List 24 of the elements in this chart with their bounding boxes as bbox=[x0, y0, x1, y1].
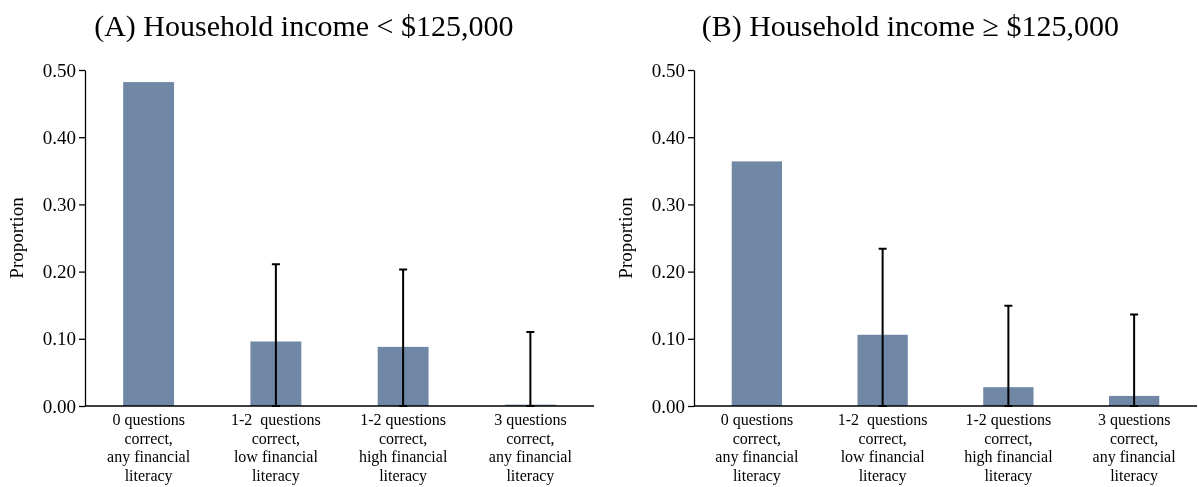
x-tick-label: 1-2 questions correct, high financial literacy bbox=[358, 411, 448, 485]
y-axis-title: Proportion bbox=[6, 196, 27, 279]
y-tick-label: 0.50 bbox=[42, 59, 76, 81]
y-tick-label: 0.40 bbox=[42, 126, 76, 148]
y-axis-title: Proportion bbox=[615, 196, 636, 279]
x-tick-label: 1-2 questions correct, low financial literacy bbox=[230, 411, 321, 485]
y-tick-label: 0.30 bbox=[42, 193, 76, 215]
y-tick-label: 0.50 bbox=[651, 59, 685, 81]
x-tick-label: 0 questions correct, any financial literacy bbox=[715, 411, 799, 485]
y-tick-label: 0.00 bbox=[651, 395, 685, 417]
y-tick-label: 0.30 bbox=[651, 193, 685, 215]
chart-title: (A) Household income < $125,000 bbox=[94, 9, 514, 43]
y-tick-label: 0.00 bbox=[42, 395, 76, 417]
y-tick-label: 0.40 bbox=[651, 126, 685, 148]
x-tick-label: 0 questions correct, any financial literacy bbox=[107, 411, 191, 485]
y-tick-label: 0.10 bbox=[42, 328, 76, 350]
y-tick-label: 0.20 bbox=[42, 261, 76, 283]
x-tick-label: 3 questions correct, any financial literacy bbox=[1092, 411, 1177, 485]
chart-title: (B) Household income ≥ $125,000 bbox=[701, 9, 1119, 43]
y-tick-label: 0.20 bbox=[651, 261, 685, 283]
y-tick-label: 0.10 bbox=[651, 328, 685, 350]
x-tick-label: 1-2 questions correct, low financial literacy bbox=[837, 411, 928, 485]
x-tick-label: 3 questions correct, any financial literacy bbox=[488, 411, 573, 485]
x-tick-label: 1-2 questions correct, high financial literacy bbox=[964, 411, 1054, 485]
